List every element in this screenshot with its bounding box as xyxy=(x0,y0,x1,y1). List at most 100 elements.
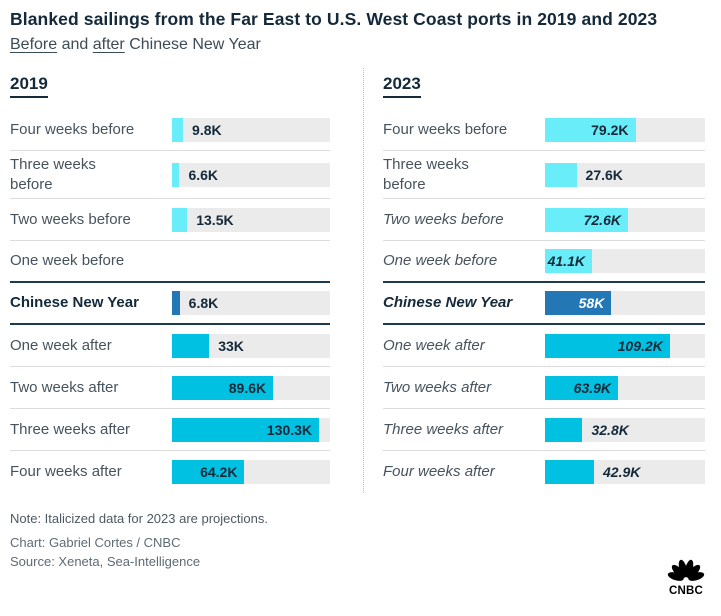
bar-2019 xyxy=(172,417,320,442)
row-label: Four weeks before xyxy=(383,120,508,138)
bar-2023 xyxy=(545,207,628,232)
bar-area: 6.8K xyxy=(172,291,330,316)
subtitle-word-before: Before xyxy=(10,36,58,54)
bar-track: 64.2K xyxy=(172,460,330,485)
chart-row: Two weeks before 72.6K xyxy=(383,199,705,242)
subtitle-text: Chinese New Year xyxy=(124,36,261,54)
chart-row: One week after 33K xyxy=(10,325,330,368)
bar-track: 32.8K xyxy=(545,417,705,442)
chart-row: Three weeks before 6.6K xyxy=(10,151,330,200)
bar-value: 72.6K xyxy=(583,211,621,228)
bar-area: 64.2K xyxy=(172,460,330,485)
bar-value: 42.9K xyxy=(603,464,641,481)
bar-2019 xyxy=(172,162,180,187)
chart-footer: Note: Italicized data for 2023 are proje… xyxy=(10,511,711,571)
bar-2023 xyxy=(545,249,592,274)
row-label: Chinese New Year xyxy=(383,294,513,312)
bar-value: 6.8K xyxy=(188,295,219,312)
bar-track: 42.9K xyxy=(545,460,705,485)
projection-note: Note: Italicized data for 2023 are proje… xyxy=(10,511,268,527)
column-2019: 2019 Four weeks before 9.8K Three weeks be… xyxy=(10,68,363,493)
row-label: Four weeks after xyxy=(383,463,495,481)
bar-area: 9.8K xyxy=(172,117,330,142)
bar-track: 130.3K xyxy=(172,417,330,442)
row-label: Chinese New Year xyxy=(10,294,139,312)
bar-2023 xyxy=(545,460,595,485)
chart-row: Two weeks before 13.5K xyxy=(10,199,330,242)
bar-track: 79.2K xyxy=(545,117,705,142)
cnbc-peacock-icon xyxy=(667,559,705,586)
subtitle-word-after: after xyxy=(92,36,125,54)
bar-2019 xyxy=(172,375,274,400)
chart-row: Four weeks before 9.8K xyxy=(10,109,330,152)
cnbc-wordmark: CNBC xyxy=(668,585,704,597)
bar-value: 9.8K xyxy=(192,121,222,138)
bar-area: 89.6K xyxy=(172,375,330,400)
bar-2023 xyxy=(545,375,619,400)
column-2023: 2023 Four weeks before 79.2K Three weeks b… xyxy=(363,68,711,494)
bar-track: 72.6K xyxy=(545,207,705,232)
chart-row: Three weeks after 32.8K xyxy=(383,409,705,452)
row-label: Four weeks after xyxy=(10,463,122,481)
bar-2023 xyxy=(545,417,583,442)
bar-value: 41.1K xyxy=(547,253,585,270)
bar-2019 xyxy=(172,333,210,358)
bar-area: 27.6K xyxy=(545,162,705,187)
row-label: Four weeks before xyxy=(10,120,135,138)
bar-value: 27.6K xyxy=(585,166,623,183)
column-rows-2023: Four weeks before 79.2K Three weeks before… xyxy=(383,109,705,493)
bar-track: 109.2K xyxy=(545,333,705,358)
bar-value: 6.6K xyxy=(188,166,219,183)
bar-track: 63.9K xyxy=(545,375,705,400)
bar-2023 xyxy=(545,333,670,358)
chart-row: Three weeks after 130.3K xyxy=(10,409,330,452)
row-label: One week after xyxy=(10,336,112,354)
bar-2023 xyxy=(545,291,612,316)
bar-2023 xyxy=(545,117,636,142)
bar-track: 13.5K xyxy=(172,207,330,232)
column-rows-2019: Four weeks before 9.8K Three weeks before 6… xyxy=(10,109,330,493)
row-label: Three weeks before xyxy=(383,156,469,193)
bar-value: 89.6K xyxy=(228,379,267,396)
bar-2019 xyxy=(172,117,184,142)
bar-area: 63.9K xyxy=(545,375,705,400)
row-label: Two weeks before xyxy=(383,210,504,228)
bar-track: 41.1K xyxy=(545,249,705,274)
chart-row: Chinese New Year 6.8K xyxy=(10,283,330,326)
chart-title: Blanked sailings from the Far East to U.… xyxy=(10,9,658,29)
source-credit: Source: Xeneta, Sea-Intelligence xyxy=(10,553,201,569)
bar-track: 27.6K xyxy=(545,162,705,187)
subtitle-text: and xyxy=(57,36,93,54)
row-label: One week after xyxy=(383,336,485,354)
chart-row: Two weeks after 63.9K xyxy=(383,367,705,410)
bar-area: 41.1K xyxy=(545,249,705,274)
chart-row: One week before 41.1K xyxy=(383,241,705,284)
chart-row: Two weeks after 89.6K xyxy=(10,367,330,410)
bar-value: 130.3K xyxy=(266,421,313,438)
column-year-2023: 2023 xyxy=(383,74,421,99)
bar-value: 109.2K xyxy=(617,337,663,354)
chart-row: One week after 109.2K xyxy=(383,325,705,368)
bar-value: 64.2K xyxy=(200,464,238,481)
chart-row: One week before xyxy=(10,241,330,284)
chart-row: Three weeks before 27.6K xyxy=(383,151,705,200)
bar-track: 6.8K xyxy=(172,291,330,316)
bar-value: 58K xyxy=(578,295,605,312)
bar-value: 63.9K xyxy=(573,379,612,396)
bar-track: 9.8K xyxy=(172,117,330,142)
bar-track: 6.6K xyxy=(172,162,330,187)
chart-credit: Chart: Gabriel Cortes / CNBC xyxy=(10,535,181,551)
bar-area: 6.6K xyxy=(172,162,330,187)
bar-value: 79.2K xyxy=(591,121,629,138)
row-label: Three weeks after xyxy=(383,420,504,438)
bar-area: 130.3K xyxy=(172,417,330,442)
row-label: Two weeks after xyxy=(10,378,119,396)
bar-area: 58K xyxy=(545,291,705,316)
bar-2023 xyxy=(545,162,577,187)
chart-row: Four weeks after 42.9K xyxy=(383,451,705,493)
cnbc-logo: CNBC xyxy=(664,557,708,597)
row-label: Two weeks after xyxy=(383,378,492,396)
bar-area: 109.2K xyxy=(545,333,705,358)
row-label: Three weeks before xyxy=(10,156,96,193)
bar-value: 32.8K xyxy=(591,421,629,438)
